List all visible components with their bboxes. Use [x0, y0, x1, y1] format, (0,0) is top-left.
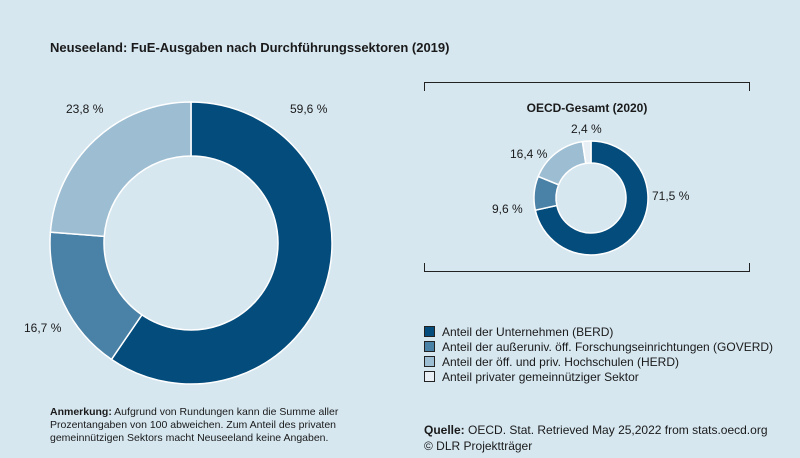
oecd-label-goverd: 9,6 %	[492, 202, 523, 216]
oecd-slice-privat	[581, 140, 592, 165]
oecd-label-berd: 71,5 %	[652, 189, 690, 203]
legend-label-goverd: Anteil der außeruniv. öff. Forschungsein…	[442, 339, 774, 354]
chart-title: Neuseeland: FuE-Ausgaben nach Durchführu…	[50, 40, 450, 55]
legend-swatch-herd	[424, 356, 435, 367]
legend-label-private: Anteil privater gemeinnütziger Sektor	[442, 369, 639, 384]
note: Anmerkung: Aufgrund von Rundungen kann d…	[50, 406, 380, 445]
legend-label-herd: Anteil der öff. und priv. Hochschulen (H…	[442, 354, 679, 369]
legend-swatch-berd	[424, 326, 435, 337]
note-label: Anmerkung:	[50, 406, 112, 418]
source-label: Quelle:	[424, 423, 465, 437]
nz-label-goverd: 16,7 %	[24, 321, 62, 335]
oecd-slice-berd	[534, 140, 649, 256]
legend-label-berd: Anteil der Unternehmen (BERD)	[442, 324, 614, 339]
oecd-title: OECD-Gesamt (2020)	[526, 101, 648, 115]
legend-swatch-private	[424, 371, 435, 382]
legend-swatch-goverd	[424, 341, 435, 352]
legend-item-berd: Anteil der Unternehmen (BERD)	[424, 324, 773, 339]
copyright: © DLR Projektträger	[424, 439, 533, 453]
oecd-label-herd: 16,4 %	[510, 147, 548, 161]
nz-slice-herd	[49, 101, 192, 238]
legend: Anteil der Unternehmen (BERD) Anteil der…	[424, 324, 773, 384]
nz-slice-berd	[110, 101, 333, 385]
legend-item-goverd: Anteil der außeruniv. öff. Forschungsein…	[424, 339, 773, 354]
oecd-label-privat: 2,4 %	[571, 122, 602, 136]
nz-label-herd: 23,8 %	[66, 102, 104, 116]
nz-label-berd: 59,6 %	[290, 102, 328, 116]
legend-item-private: Anteil privater gemeinnütziger Sektor	[424, 369, 773, 384]
legend-item-herd: Anteil der öff. und priv. Hochschulen (H…	[424, 354, 773, 369]
source: Quelle: OECD. Stat. Retrieved May 25,202…	[424, 422, 768, 454]
oecd-panel: OECD-Gesamt (2020)	[424, 82, 750, 272]
note-text: Aufgrund von Rundungen kann die Summe al…	[50, 406, 339, 444]
source-text: OECD. Stat. Retrieved May 25,2022 from s…	[464, 423, 768, 437]
